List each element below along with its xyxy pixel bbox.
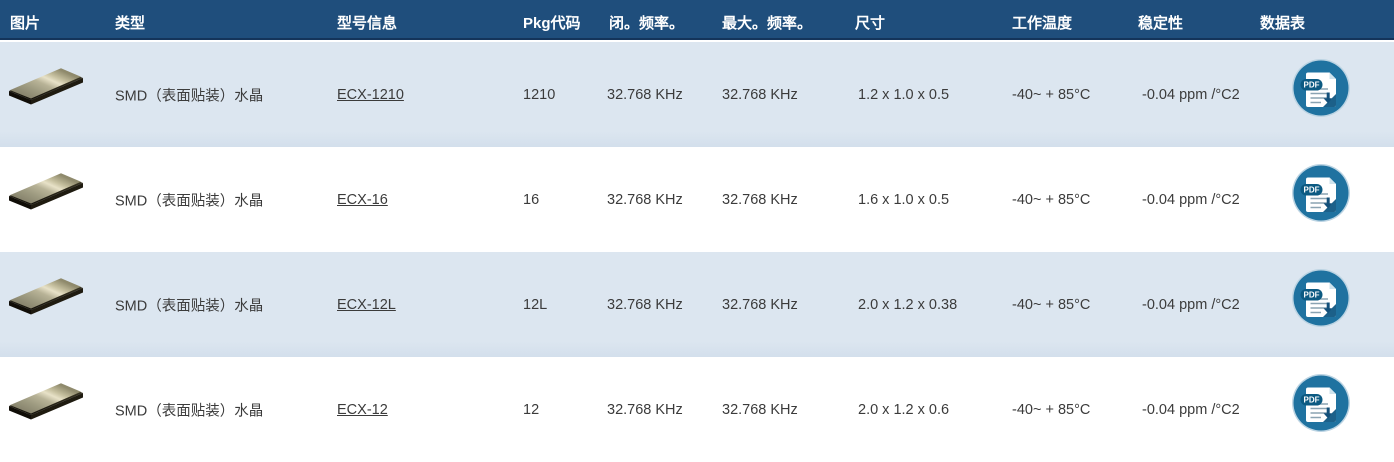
svg-text:PDF: PDF [1304,396,1320,405]
svg-text:PDF: PDF [1304,186,1320,195]
svg-text:PDF: PDF [1304,81,1320,90]
svg-text:PDF: PDF [1304,291,1320,300]
